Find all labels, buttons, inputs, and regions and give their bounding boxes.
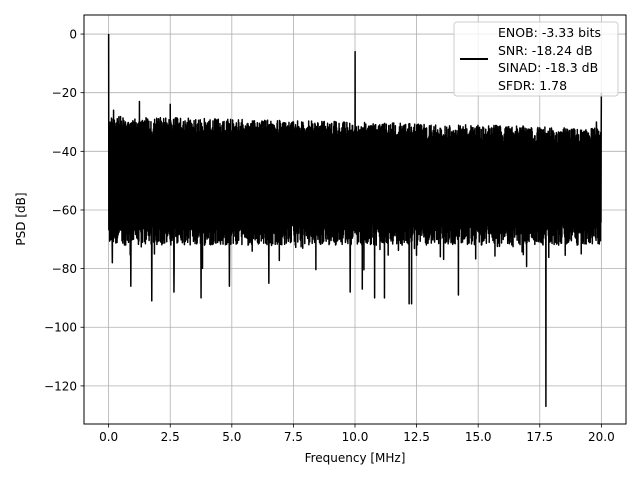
- y-tick-label: 0: [69, 28, 77, 42]
- legend-sfdr: SFDR: 1.78: [498, 78, 567, 93]
- legend: ENOB: -3.33 bits SNR: -18.24 dB SINAD: -…: [453, 21, 619, 97]
- x-tick-label: 10.0: [342, 430, 369, 444]
- legend-enob: ENOB: -3.33 bits: [498, 25, 601, 40]
- x-tick-label: 5.0: [222, 430, 241, 444]
- y-tick-label: −20: [52, 86, 77, 100]
- x-tick-label: 7.5: [284, 430, 303, 444]
- y-tick-label: −60: [52, 203, 77, 217]
- y-axis-ticks: 0 −20 −40 −60 −80 −100 −120: [44, 28, 84, 393]
- y-tick-label: −40: [52, 145, 77, 159]
- x-tick-label: 12.5: [403, 430, 430, 444]
- x-tick-label: 2.5: [161, 430, 180, 444]
- x-tick-label: 0.0: [99, 430, 118, 444]
- y-tick-label: −80: [52, 262, 77, 276]
- legend-snr: SNR: -18.24 dB: [498, 43, 593, 58]
- y-tick-label: −100: [44, 321, 77, 335]
- x-axis-label: Frequency [MHz]: [305, 451, 406, 465]
- plot-area: [107, 34, 603, 408]
- x-tick-label: 20.0: [588, 430, 615, 444]
- psd-series-line: [107, 34, 603, 408]
- y-tick-label: −120: [44, 379, 77, 393]
- x-axis-ticks: 0.0 2.5 5.0 7.5 10.0 12.5 15.0 17.5 20.0: [99, 424, 615, 444]
- legend-box: [453, 21, 619, 97]
- legend-sinad: SINAD: -18.3 dB: [498, 60, 598, 75]
- x-tick-label: 17.5: [526, 430, 553, 444]
- y-axis-label: PSD [dB]: [14, 192, 28, 245]
- x-tick-label: 15.0: [465, 430, 492, 444]
